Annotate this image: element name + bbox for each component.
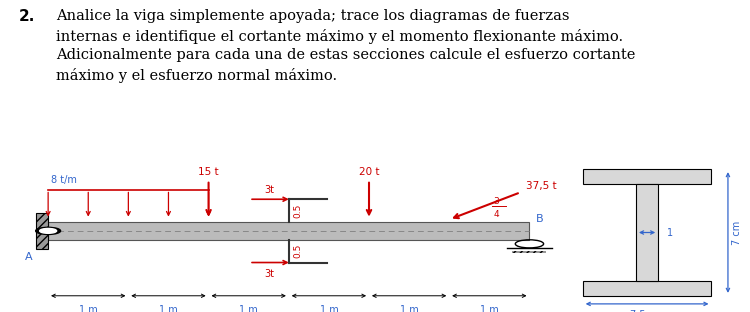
Text: 3t: 3t — [264, 269, 274, 279]
Text: 8 t/m: 8 t/m — [51, 175, 76, 185]
Text: 1 m: 1 m — [480, 305, 499, 312]
Text: A: A — [26, 252, 33, 262]
Text: 2.: 2. — [19, 9, 35, 24]
Text: 1 m: 1 m — [159, 305, 178, 312]
Text: 1 m: 1 m — [79, 305, 98, 312]
Text: B: B — [536, 214, 544, 224]
Text: 1 m: 1 m — [239, 305, 258, 312]
Circle shape — [36, 227, 61, 234]
Text: 1: 1 — [668, 227, 674, 237]
Text: 4: 4 — [494, 210, 499, 219]
Bar — [583, 281, 712, 296]
Text: 3t: 3t — [264, 185, 274, 195]
Circle shape — [40, 228, 57, 233]
Text: 7.5 cm: 7.5 cm — [630, 310, 664, 312]
Text: 15 t: 15 t — [198, 167, 219, 177]
Text: 1 m: 1 m — [320, 305, 338, 312]
Text: 3: 3 — [494, 197, 500, 206]
Text: 1 m: 1 m — [400, 305, 418, 312]
Bar — [583, 169, 712, 184]
Text: 0.5: 0.5 — [293, 203, 302, 218]
Text: 7 cm: 7 cm — [731, 220, 742, 245]
Bar — [636, 184, 658, 281]
Text: Analice la viga simplemente apoyada; trace los diagramas de fuerzas
internas e i: Analice la viga simplemente apoyada; tra… — [56, 9, 635, 83]
Text: 0.5: 0.5 — [293, 244, 302, 258]
Bar — [512, 251, 547, 253]
Bar — [48, 222, 530, 240]
Text: 37,5 t: 37,5 t — [526, 181, 556, 191]
Text: 20 t: 20 t — [358, 167, 380, 177]
Bar — [36, 213, 48, 249]
